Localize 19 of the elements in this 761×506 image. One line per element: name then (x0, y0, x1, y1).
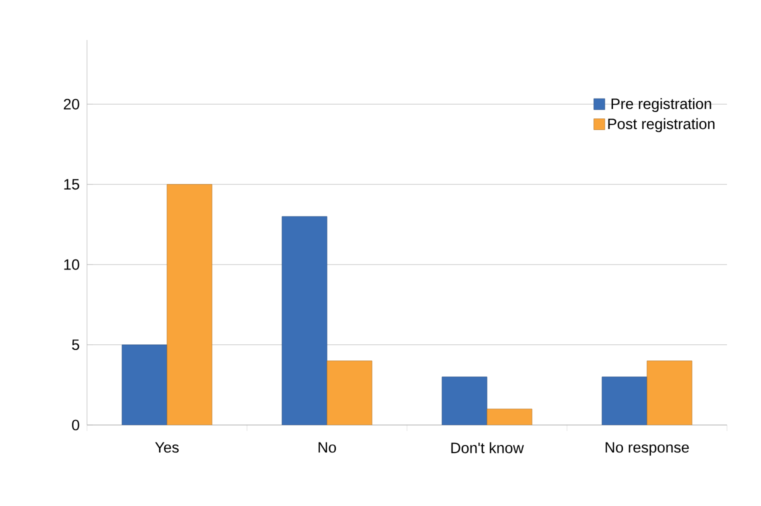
x-tick-label: No response (606, 442, 689, 456)
y-tick-label: 0 (72, 420, 80, 430)
y-tick-label: 5 (72, 340, 80, 350)
y-tick-label: 10 (64, 259, 80, 270)
legend-label: Post registration (608, 118, 714, 132)
x-tick-label: Don't know (451, 442, 524, 454)
x-tick-label: Yes (155, 442, 179, 453)
bar (326, 360, 372, 425)
x-tick-label: No (318, 442, 336, 453)
bar (122, 344, 168, 425)
bar (282, 216, 328, 425)
bar (646, 360, 692, 425)
legend-label: Pre registration (612, 98, 712, 112)
bar (486, 408, 532, 425)
y-tick-label: 20 (64, 98, 80, 110)
y-tick-label: 15 (64, 179, 80, 190)
bar (602, 376, 648, 425)
bar (166, 184, 212, 425)
bar (442, 376, 488, 425)
